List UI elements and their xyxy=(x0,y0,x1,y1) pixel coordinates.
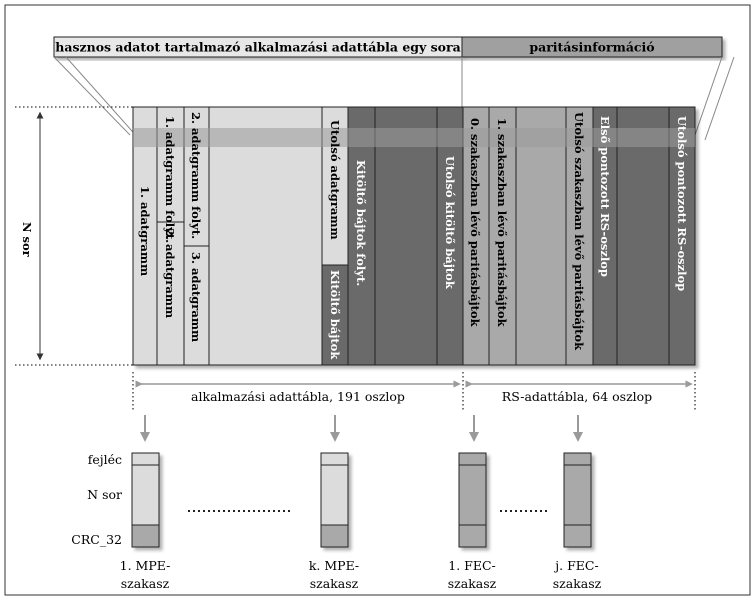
col-rs-last xyxy=(668,106,696,366)
col-parity-0 xyxy=(462,106,490,366)
col-parity-mid xyxy=(515,106,567,366)
label-rs-last: Utolsó pontozott RS-oszlop xyxy=(675,116,689,291)
mpek-name-line2: szakasz xyxy=(310,576,359,591)
header-parity xyxy=(461,36,723,58)
fecj-name-line2: szakasz xyxy=(553,576,602,591)
label-col-2a: 1. adatgramm folyt. xyxy=(163,116,177,243)
fec-section-1 xyxy=(458,452,487,548)
column-dimensions: alkalmazási adattábla, 191 oszlop RS-ada… xyxy=(132,372,696,410)
section-arrows xyxy=(140,415,583,442)
column-labels: 1. adatgramm 1. adatgramm folyt. 2. adat… xyxy=(138,112,689,360)
mpe-section-1 xyxy=(131,452,160,548)
fec-section-j xyxy=(563,452,592,548)
app-table-label: alkalmazási adattábla, 191 oszlop xyxy=(191,389,405,404)
mpe1-name-line1: 1. MPE- xyxy=(120,558,171,573)
mpe1-name-line2: szakasz xyxy=(121,576,170,591)
header-data-row-label: hasznos adatot tartalmazó alkalmazási ad… xyxy=(55,40,460,55)
col-dividers xyxy=(157,221,209,247)
label-col-3a: 2. adatgramm folyt. xyxy=(189,112,203,239)
label-last-padding: Kitöltő bájtok xyxy=(328,270,342,360)
label-rs-first: Első pontozott RS-oszlop xyxy=(598,116,612,277)
label-parity-last: Utolsó szakaszban lévő paritásbájtok xyxy=(572,112,586,351)
col-1 xyxy=(132,106,158,366)
label-col-3b: 3. adatgramm xyxy=(189,252,203,342)
col-parity-1 xyxy=(488,106,517,366)
fec1-name-line2: szakasz xyxy=(448,576,497,591)
section-crc-label: CRC_32 xyxy=(71,532,122,547)
section-rows-label: N sor xyxy=(87,487,122,502)
outer-border xyxy=(4,4,751,596)
fec1-name-line1: 1. FEC- xyxy=(448,558,496,573)
label-parity-0: 0. szakaszban lévő paritásbájtok xyxy=(468,118,482,328)
mpek-name-line1: k. MPE- xyxy=(309,558,359,573)
label-col-2b: 2. adatgramm xyxy=(163,228,177,318)
col-padding-cont xyxy=(347,106,376,366)
section-header-label: fejléc xyxy=(88,452,122,467)
col-padding-mid xyxy=(374,106,438,366)
rows-dimension-label: N sor xyxy=(20,222,34,258)
table xyxy=(132,106,696,366)
label-padding-cont: Kitöltő bájtok folyt. xyxy=(354,160,368,286)
label-padding-last: Utolsó kitöltő bájtok xyxy=(443,156,457,290)
mpe-section-k xyxy=(320,452,349,548)
col-rs-mid xyxy=(616,106,670,366)
label-col-1: 1. adatgramm xyxy=(138,186,152,276)
col-rs-first xyxy=(592,106,618,366)
col-last-padding xyxy=(321,264,349,366)
rows-dimension: N sor xyxy=(15,106,133,366)
label-last-datagram: Utolsó adatgramm xyxy=(328,120,342,240)
fecj-name-line1: j. FEC- xyxy=(553,558,598,573)
section-names: 1. MPE- szakasz k. MPE- szakasz 1. FEC- … xyxy=(120,558,602,591)
sections xyxy=(131,452,592,548)
col-parity-last xyxy=(565,106,594,366)
label-parity-1: 1. szakaszban lévő paritásbájtok xyxy=(495,118,509,328)
highlight-row xyxy=(133,128,695,147)
rs-table-label: RS-adattábla, 64 oszlop xyxy=(502,389,652,404)
header-parity-label: paritásinformáció xyxy=(529,40,654,55)
